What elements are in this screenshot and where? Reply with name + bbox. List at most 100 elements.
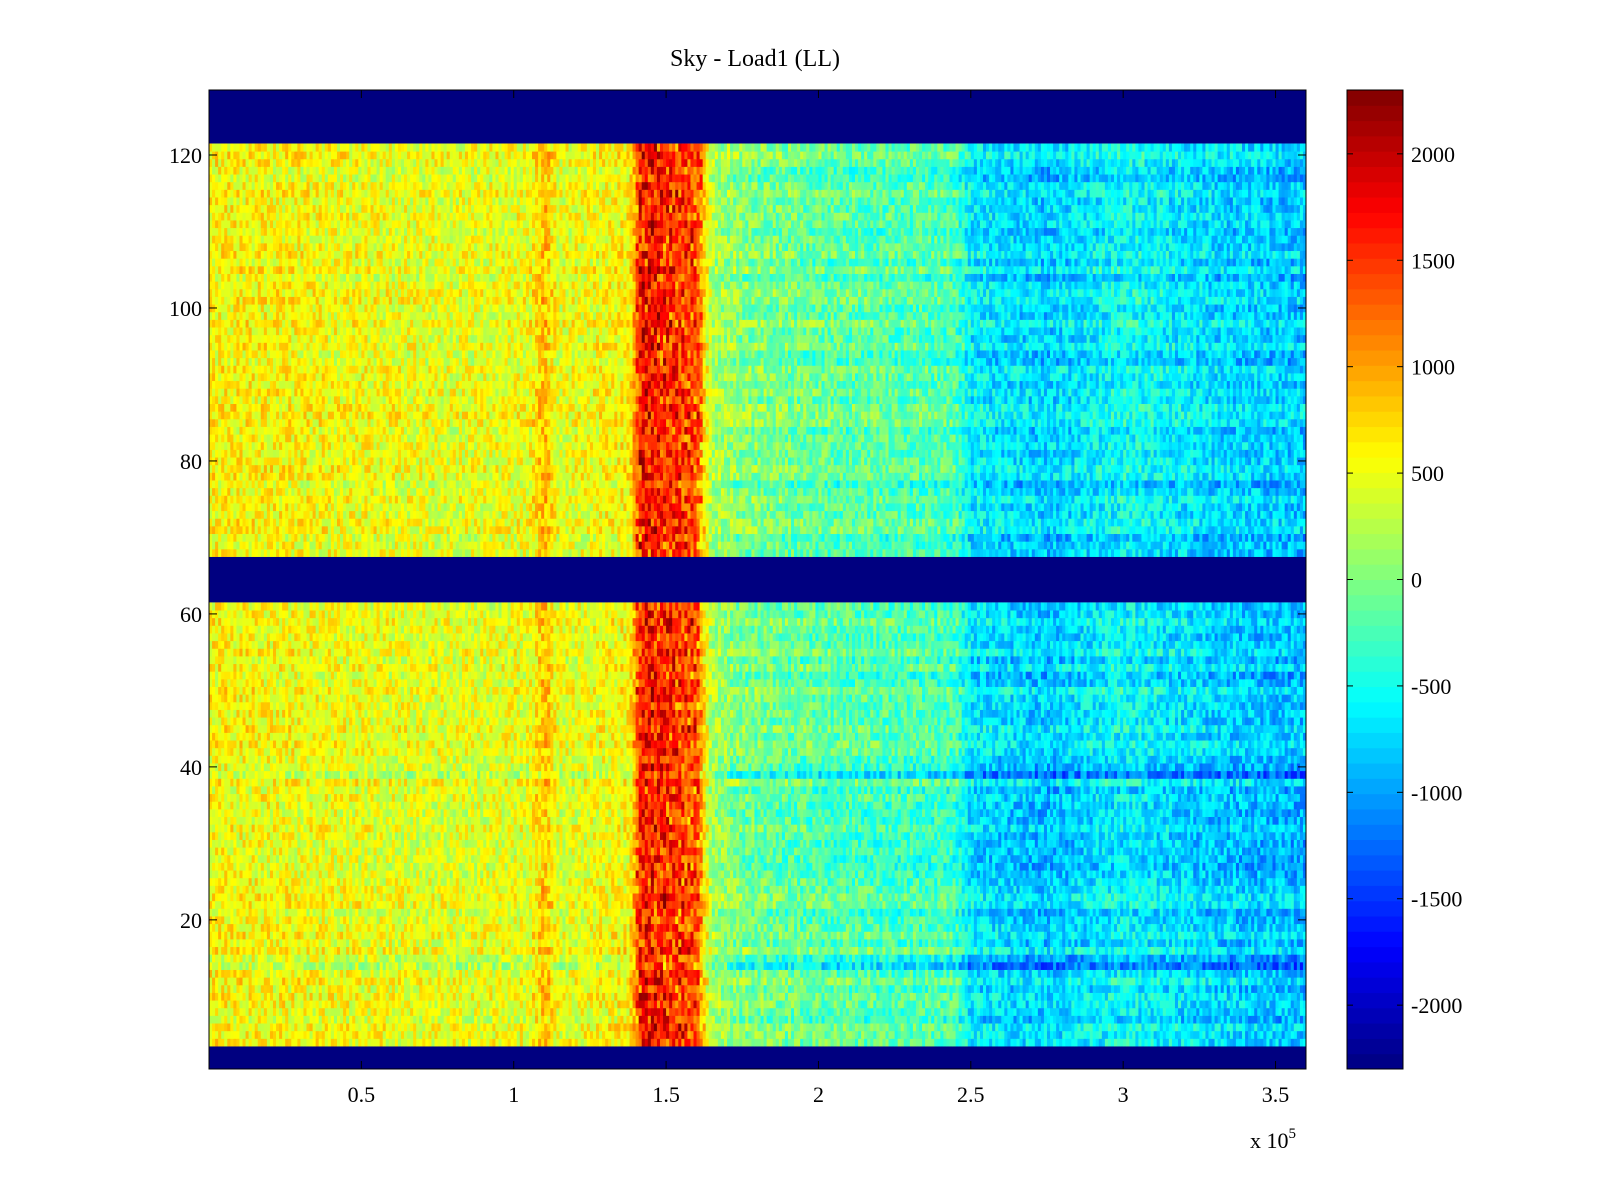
heatmap-cell [450, 1023, 453, 1031]
heatmap-cell [581, 985, 584, 993]
heatmap-cell [1013, 962, 1016, 970]
heatmap-cell [611, 1008, 614, 1016]
heatmap-cell [718, 1038, 721, 1046]
heatmap-cell [712, 985, 715, 993]
heatmap-cell [209, 1000, 212, 1008]
heatmap-cell [645, 954, 648, 962]
heatmap-cell [322, 1038, 325, 1046]
heatmap-cell [724, 1031, 727, 1039]
heatmap-cell [919, 985, 922, 993]
heatmap-cell [258, 985, 261, 993]
heatmap-cell [337, 962, 340, 970]
heatmap-cell [962, 947, 965, 955]
heatmap-cell [1245, 993, 1248, 1001]
heatmap-cell [1044, 985, 1047, 993]
heatmap-cell [791, 954, 794, 962]
heatmap-cell [712, 1000, 715, 1008]
heatmap-cell [956, 1008, 959, 1016]
heatmap-cell [672, 1015, 675, 1023]
heatmap-cell [1297, 962, 1300, 970]
heatmap-cell [502, 954, 505, 962]
heatmap-cell [1157, 1008, 1160, 1016]
heatmap-cell [885, 1015, 888, 1023]
heatmap-cell [940, 1015, 943, 1023]
heatmap-cell [468, 947, 471, 955]
heatmap-cell [337, 1015, 340, 1023]
heatmap-cell [310, 1000, 313, 1008]
heatmap-cell [867, 947, 870, 955]
heatmap-cell [1044, 977, 1047, 985]
heatmap-cell [1276, 977, 1279, 985]
heatmap-cell [678, 939, 681, 947]
heatmap-cell [630, 1038, 633, 1046]
heatmap-cell [1279, 1000, 1282, 1008]
heatmap-cell [438, 962, 441, 970]
heatmap-cell [1001, 954, 1004, 962]
heatmap-cell [337, 1031, 340, 1039]
heatmap-cell [502, 985, 505, 993]
heatmap-cell [660, 977, 663, 985]
heatmap-cell [1145, 1031, 1148, 1039]
heatmap-cell [949, 970, 952, 978]
heatmap-cell [300, 985, 303, 993]
heatmap-cell [1297, 993, 1300, 1001]
heatmap-cell [928, 962, 931, 970]
heatmap-cell [611, 947, 614, 955]
heatmap-cell [584, 1031, 587, 1039]
heatmap-cell [1285, 1031, 1288, 1039]
heatmap-cell [453, 954, 456, 962]
heatmap-cell [1090, 1038, 1093, 1046]
heatmap-cell [873, 947, 876, 955]
heatmap-cell [505, 1008, 508, 1016]
heatmap-cell [639, 1008, 642, 1016]
heatmap-cell [946, 1038, 949, 1046]
heatmap-cell [718, 1008, 721, 1016]
heatmap-cell [1178, 962, 1181, 970]
heatmap-cell [1123, 1000, 1126, 1008]
heatmap-cell [502, 1038, 505, 1046]
heatmap-cell [965, 1000, 968, 1008]
heatmap-cell [754, 970, 757, 978]
heatmap-cell [742, 993, 745, 1001]
heatmap-cell [441, 1031, 444, 1039]
heatmap-cell [1294, 993, 1297, 1001]
heatmap-cell [401, 993, 404, 1001]
heatmap-cell [438, 939, 441, 947]
heatmap-cell [1007, 962, 1010, 970]
heatmap-cell [742, 970, 745, 978]
heatmap-cell [1178, 1031, 1181, 1039]
heatmap-cell [1068, 947, 1071, 955]
heatmap-cell [1291, 1023, 1294, 1031]
heatmap-cell [358, 1031, 361, 1039]
heatmap-cell [895, 1000, 898, 1008]
heatmap-cell [538, 947, 541, 955]
heatmap-cell [1044, 970, 1047, 978]
heatmap-cell [599, 1008, 602, 1016]
heatmap-cell [1187, 985, 1190, 993]
heatmap-cell [267, 977, 270, 985]
heatmap-cell [727, 962, 730, 970]
heatmap-cell [608, 947, 611, 955]
heatmap-cell [282, 1031, 285, 1039]
heatmap-cell [246, 985, 249, 993]
heatmap-cell [730, 1000, 733, 1008]
heatmap-cell [1132, 985, 1135, 993]
heatmap-cell [562, 977, 565, 985]
heatmap-cell [1056, 1015, 1059, 1023]
heatmap-cell [931, 977, 934, 985]
heatmap-cell [1026, 939, 1029, 947]
heatmap-cell [800, 1023, 803, 1031]
heatmap-cell [648, 954, 651, 962]
heatmap-cell [751, 1000, 754, 1008]
heatmap-cell [754, 993, 757, 1001]
heatmap-cell [779, 1000, 782, 1008]
heatmap-cell [697, 1031, 700, 1039]
heatmap-cell [569, 962, 572, 970]
heatmap-cell [355, 977, 358, 985]
heatmap-cell [706, 970, 709, 978]
heatmap-cell [398, 1031, 401, 1039]
heatmap-cell [809, 1000, 812, 1008]
heatmap-cell [389, 970, 392, 978]
heatmap-cell [867, 1031, 870, 1039]
heatmap-cell [995, 1031, 998, 1039]
